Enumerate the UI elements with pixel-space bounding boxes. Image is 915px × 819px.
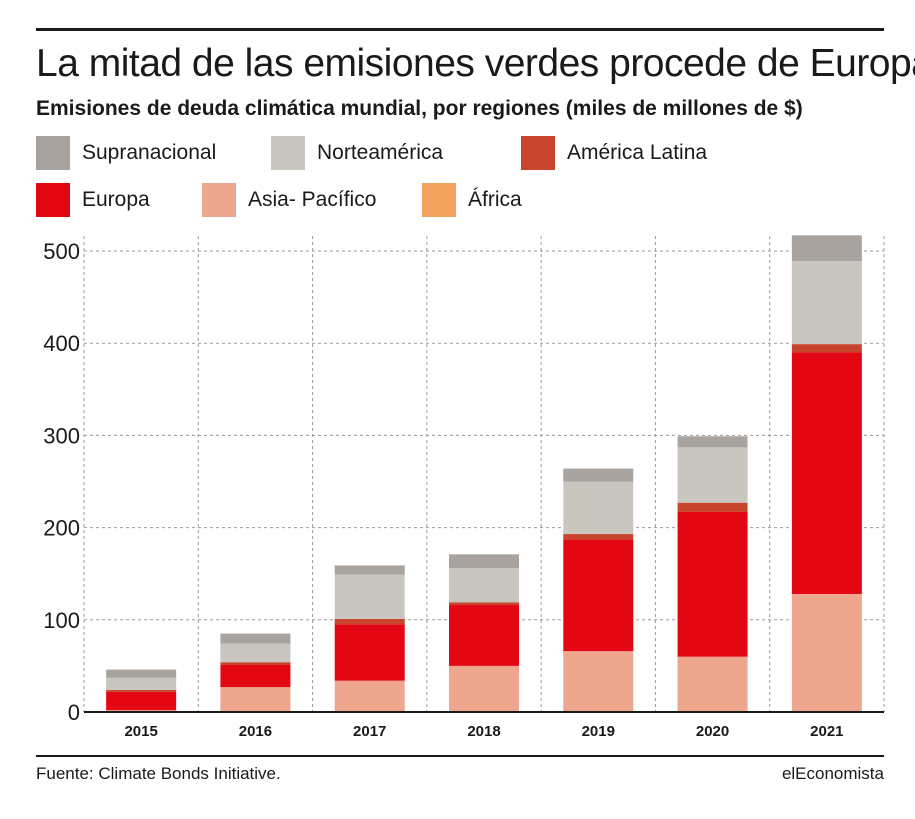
legend-swatch-norteamerica: [271, 136, 305, 170]
bar-2017-norteamerica: [334, 574, 405, 619]
x-tick-label-2017: 2017: [353, 723, 386, 740]
bar-2020-asia-pacifico: [677, 656, 748, 712]
bar-2015-supranacional: [106, 669, 177, 678]
legend-label-supranacional: Supranacional: [82, 141, 217, 164]
legend-item-america-latina: América Latina: [521, 136, 707, 170]
bars: [106, 235, 862, 712]
bar-2016-supranacional: [220, 633, 291, 644]
legend-item-supranacional: Supranacional: [36, 136, 216, 170]
bar-2021-america-latina: [791, 344, 862, 353]
bar-2018-asia-pacifico: [449, 665, 519, 712]
bar-2021-norteamerica: [791, 261, 862, 345]
y-tick-label-300: 300: [43, 423, 80, 448]
legend-item-asia-pacifico: Asia- Pacífico: [202, 183, 376, 217]
legend-swatch-supranacional: [36, 136, 70, 170]
bar-2021-europa: [791, 352, 862, 594]
legend-swatch-asia-pacifico: [202, 183, 236, 217]
axes: 0 100 200 300 400 500 2015 2016 2017 2018 2019 2020…: [43, 239, 884, 740]
bar-2019-norteamerica: [563, 481, 634, 535]
bar-2019-europa: [563, 539, 634, 652]
legend-item-europa: Europa: [36, 183, 150, 217]
top-rule: [36, 28, 884, 31]
y-tick-label-400: 400: [43, 331, 80, 356]
legend-label-america-latina: América Latina: [567, 141, 708, 164]
legend-label-norteamerica: Norteamérica: [317, 141, 444, 164]
bar-2020-supranacional: [677, 436, 748, 448]
chart-subtitle: Emisiones de deuda climática mundial, po…: [36, 97, 803, 120]
bar-2017-asia-pacifico: [334, 680, 405, 712]
bar-2018-norteamerica: [449, 568, 519, 603]
bar-2019-supranacional: [563, 468, 634, 482]
bar-2017-supranacional: [334, 565, 405, 575]
bar-2021-supranacional: [791, 235, 862, 262]
bar-2015-norteamerica: [106, 677, 177, 690]
bar-2016-europa: [220, 664, 291, 688]
y-tick-label-0: 0: [68, 700, 80, 725]
x-tick-label-2019: 2019: [582, 723, 615, 740]
x-tick-label-2020: 2020: [696, 723, 729, 740]
x-tick-label-2016: 2016: [239, 723, 272, 740]
bar-2015-europa: [106, 691, 177, 711]
source-note: Fuente: Climate Bonds Initiative.: [36, 764, 281, 783]
bar-2021-asia-pacifico: [791, 593, 862, 712]
bar-2018-supranacional: [449, 554, 519, 569]
brand-logo-text: elEconomista: [781, 764, 884, 783]
legend-swatch-america-latina: [521, 136, 555, 170]
bottom-rule: [36, 755, 884, 757]
legend-swatch-africa: [422, 183, 456, 217]
grid-lines: [83, 236, 885, 712]
y-tick-label-200: 200: [43, 516, 80, 541]
bar-2019-america-latina: [563, 534, 634, 540]
bar-2017-america-latina: [334, 618, 405, 625]
legend-item-africa: África: [422, 183, 522, 217]
y-tick-label-500: 500: [43, 239, 80, 264]
bar-2020-europa: [677, 511, 748, 657]
x-tick-label-2021: 2021: [810, 723, 843, 740]
bar-2016-asia-pacifico: [220, 687, 291, 712]
x-tick-label-2018: 2018: [467, 723, 500, 740]
legend-item-norteamerica: Norteamérica: [271, 136, 443, 170]
bar-2020-norteamerica: [677, 447, 748, 503]
bar-2016-norteamerica: [220, 643, 291, 663]
legend-swatch-europa: [36, 183, 70, 217]
legend-label-africa: África: [468, 188, 522, 211]
bar-2018-europa: [449, 605, 519, 666]
bar-2019-asia-pacifico: [563, 651, 634, 712]
chart-title: La mitad de las emisiones verdes procede…: [36, 42, 915, 85]
bar-2016-america-latina: [220, 662, 291, 665]
legend-label-asia-pacifico: Asia- Pacífico: [248, 188, 377, 211]
bar-2020-america-latina: [677, 502, 748, 512]
bar-2017-europa: [334, 624, 405, 681]
bar-2018-america-latina: [449, 602, 519, 606]
x-tick-label-2015: 2015: [124, 723, 157, 740]
legend-label-europa: Europa: [82, 188, 150, 211]
bar-2015-america-latina: [106, 689, 177, 692]
y-tick-label-100: 100: [43, 608, 80, 633]
legend: Supranacional Norteamérica América Latin…: [36, 136, 896, 226]
